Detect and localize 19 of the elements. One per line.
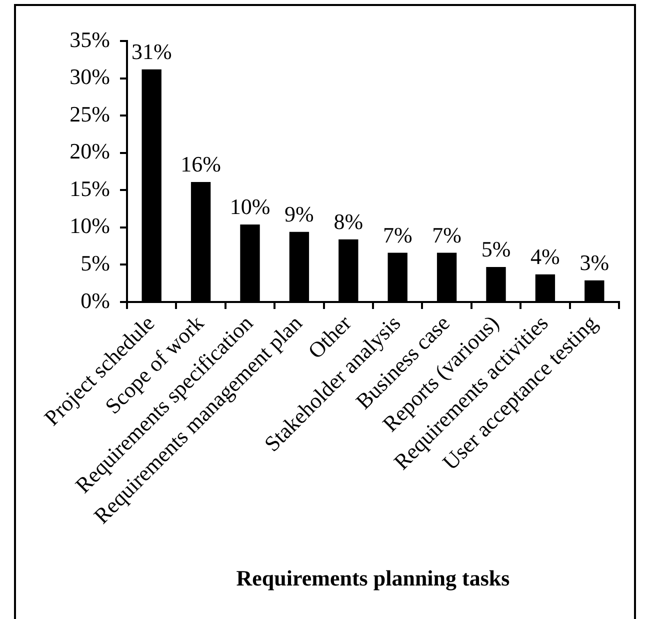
data-label: 10%: [230, 194, 270, 220]
y-tick-label: 5%: [80, 250, 110, 276]
data-label: 4%: [530, 244, 560, 270]
y-tick-label: 25%: [70, 101, 110, 126]
data-label: 9%: [284, 202, 314, 227]
y-tick-label: 15%: [70, 176, 110, 201]
y-tick-label: 10%: [70, 213, 110, 238]
data-label: 5%: [481, 236, 511, 262]
data-label: 31%: [131, 39, 172, 64]
data-label: 16%: [180, 152, 221, 177]
data-label: 7%: [432, 222, 462, 248]
y-tick-label: 20%: [70, 138, 110, 164]
x-axis-title: Requirements planning tasks: [236, 565, 510, 590]
data-label: 7%: [382, 222, 412, 248]
data-label: 3%: [580, 250, 610, 276]
data-label: 8%: [334, 209, 364, 234]
y-tick-label: 30%: [70, 64, 110, 90]
y-tick-label: 35%: [70, 26, 110, 52]
y-tick-label: 0%: [80, 288, 110, 313]
